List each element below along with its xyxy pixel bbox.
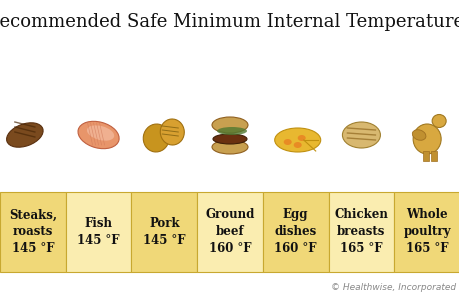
Ellipse shape [293, 142, 301, 148]
Bar [328, 192, 393, 272]
Ellipse shape [274, 128, 320, 152]
Ellipse shape [412, 124, 440, 154]
Bar [197, 192, 262, 272]
Text: Chicken
breasts
165 °F: Chicken breasts 165 °F [334, 208, 387, 256]
Bar [66, 192, 131, 272]
Ellipse shape [87, 125, 114, 141]
Text: Whole
poultry
165 °F: Whole poultry 165 °F [403, 208, 450, 256]
Ellipse shape [160, 119, 184, 145]
Ellipse shape [297, 135, 305, 141]
Ellipse shape [213, 134, 246, 144]
Ellipse shape [217, 127, 246, 135]
Ellipse shape [431, 115, 445, 128]
Ellipse shape [212, 140, 247, 154]
Ellipse shape [212, 117, 247, 133]
Bar [430, 151, 436, 161]
Bar [262, 192, 328, 272]
Ellipse shape [78, 121, 119, 149]
Text: Ground
beef
160 °F: Ground beef 160 °F [205, 208, 254, 256]
Ellipse shape [283, 139, 291, 145]
Text: Fish
145 °F: Fish 145 °F [77, 217, 119, 247]
Bar [393, 192, 459, 272]
Text: Pork
145 °F: Pork 145 °F [143, 217, 185, 247]
Bar [0, 192, 66, 272]
Bar [131, 192, 197, 272]
Ellipse shape [341, 122, 380, 148]
Ellipse shape [6, 123, 43, 147]
Ellipse shape [143, 124, 169, 152]
Text: © Healthwise, Incorporated: © Healthwise, Incorporated [330, 283, 455, 292]
Text: Steaks,
roasts
145 °F: Steaks, roasts 145 °F [9, 208, 57, 256]
Text: Egg
dishes
160 °F: Egg dishes 160 °F [274, 208, 316, 256]
Ellipse shape [411, 130, 425, 140]
Text: Recommended Safe Minimum Internal Temperatures: Recommended Safe Minimum Internal Temper… [0, 13, 459, 31]
Bar [422, 151, 428, 161]
